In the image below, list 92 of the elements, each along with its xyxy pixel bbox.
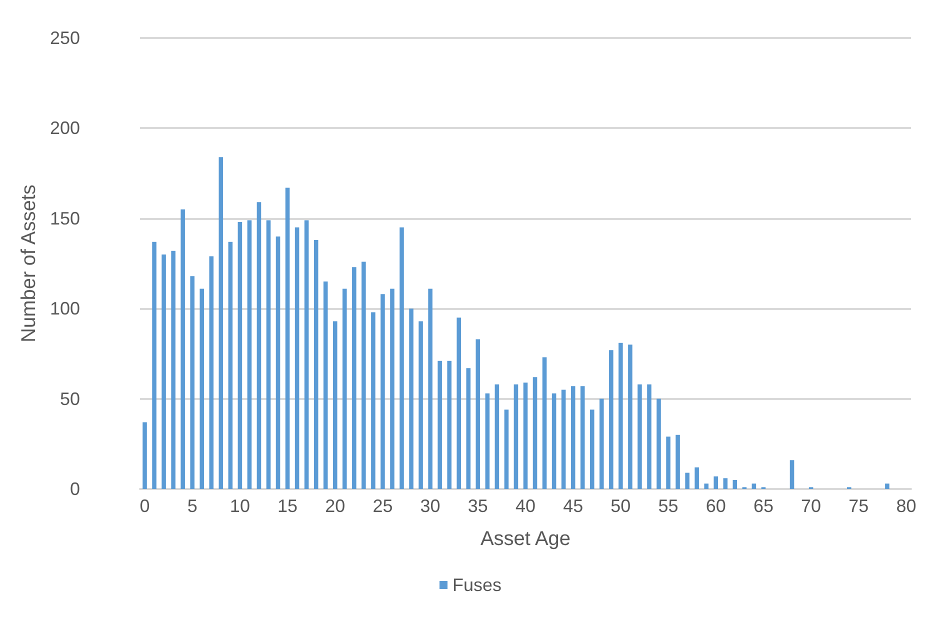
x-tick-label: 45 — [563, 496, 584, 516]
bar — [790, 460, 794, 489]
x-axis-title: Asset Age — [480, 528, 571, 550]
bar — [218, 157, 224, 489]
x-tick-label: 0 — [140, 496, 150, 516]
y-tick-label: 150 — [50, 208, 80, 228]
bar — [456, 318, 462, 489]
x-tick-label: 30 — [420, 496, 440, 516]
bar — [666, 436, 670, 489]
y-tick-label: 100 — [50, 298, 80, 319]
x-tick-label: 70 — [801, 496, 822, 516]
x-tick-label: 10 — [230, 496, 250, 516]
bar — [685, 472, 690, 489]
bar — [638, 384, 642, 489]
bar — [447, 360, 452, 489]
bar — [380, 294, 385, 489]
bar — [409, 308, 414, 489]
x-tick-label: 40 — [515, 496, 536, 516]
bar — [180, 209, 185, 489]
x-tick-label: 20 — [325, 496, 346, 516]
bar — [352, 267, 356, 489]
bar — [561, 390, 566, 489]
bar — [314, 240, 318, 489]
bar — [428, 288, 432, 489]
bar — [142, 422, 147, 489]
bar — [332, 321, 338, 489]
bar — [676, 434, 680, 489]
bar — [238, 222, 242, 489]
bar — [885, 484, 890, 489]
x-tick-label: 75 — [848, 496, 869, 516]
bar — [342, 288, 347, 489]
bar — [294, 227, 300, 489]
x-tick-label: 50 — [610, 496, 631, 516]
bar — [542, 357, 547, 489]
bar — [618, 342, 623, 489]
legend-label: Fuses — [452, 575, 502, 595]
bar — [609, 350, 614, 489]
bar — [390, 288, 394, 489]
bar — [523, 382, 528, 489]
y-tick-label: 0 — [70, 479, 80, 499]
bar — [200, 288, 204, 489]
bar — [266, 220, 271, 489]
bar — [190, 276, 194, 489]
bar — [732, 480, 738, 489]
bar — [418, 321, 423, 489]
bar — [371, 312, 376, 489]
bar — [228, 242, 233, 489]
bar — [752, 484, 756, 489]
bar — [400, 227, 404, 489]
bar — [504, 410, 509, 489]
bar — [171, 250, 176, 489]
y-tick-label: 200 — [50, 118, 80, 138]
y-tick-label: 50 — [60, 388, 80, 409]
bar — [152, 242, 156, 489]
bar — [276, 236, 280, 489]
y-axis-title: Number of Assets — [18, 184, 40, 342]
x-tick-label: 5 — [187, 496, 198, 516]
x-tick-label: 15 — [278, 496, 298, 516]
bar — [438, 360, 442, 489]
x-tick-label: 25 — [372, 496, 393, 516]
bar — [209, 256, 214, 489]
bar — [694, 467, 699, 489]
bar — [476, 339, 480, 489]
bar — [466, 368, 471, 489]
bar — [656, 398, 661, 489]
bar — [247, 220, 252, 489]
bar — [552, 393, 556, 489]
x-tick-label: 80 — [896, 496, 916, 516]
bar — [362, 262, 366, 489]
bar — [590, 410, 594, 489]
bar — [647, 384, 652, 489]
x-tick-label: 65 — [753, 496, 774, 516]
bar — [323, 282, 328, 489]
bar — [494, 384, 500, 489]
bar — [628, 344, 632, 489]
bar — [285, 188, 290, 489]
x-tick-label: 55 — [658, 496, 678, 516]
bar — [256, 202, 262, 489]
bar — [514, 384, 518, 489]
bar — [714, 476, 718, 489]
x-tick-label: 35 — [468, 496, 488, 516]
bar — [532, 377, 538, 489]
bar — [580, 386, 585, 489]
x-tick-label: 60 — [706, 496, 726, 516]
bar — [704, 484, 708, 489]
bar — [723, 478, 728, 489]
y-tick-label: 250 — [50, 28, 80, 48]
bar — [485, 393, 490, 489]
bar — [304, 220, 309, 489]
bar — [162, 254, 166, 489]
bar — [570, 386, 576, 489]
bar — [600, 398, 604, 489]
